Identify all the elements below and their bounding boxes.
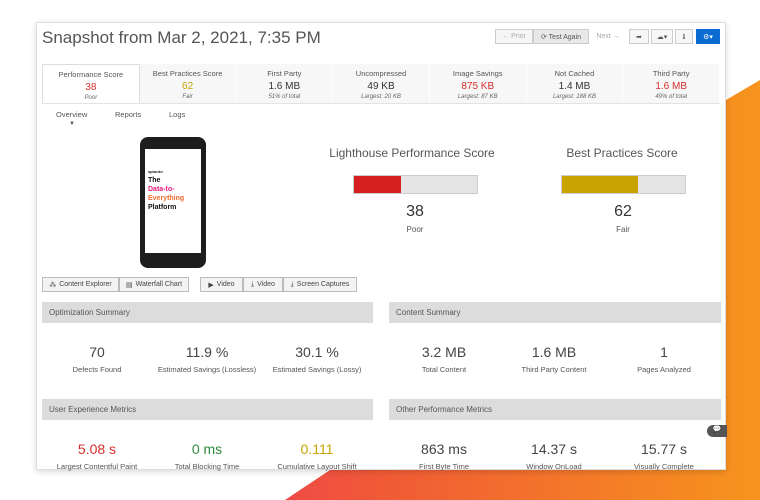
gear-icon: ⚙▾ <box>703 33 713 41</box>
snapshot-card: Snapshot from Mar 2, 2021, 7:35 PM ← Pri… <box>36 22 727 471</box>
subtab-reports[interactable]: Reports <box>115 110 142 119</box>
metric: 1.6 MB Third Party Content <box>521 344 587 374</box>
best-practices-value: 62 <box>614 203 632 220</box>
metric: 70 Defects Found <box>72 344 122 374</box>
share-button[interactable]: ➦ <box>629 29 649 44</box>
phone-screenshot: splunk> The Data-to- Everything Platform <box>140 137 206 268</box>
page-title: Snapshot from Mar 2, 2021, 7:35 PM <box>42 28 321 47</box>
metric: 1 Pages Analyzed <box>637 344 691 374</box>
other-header: Other Performance Metrics <box>389 399 721 420</box>
metric: 11.9 % Estimated Savings (Lossless) <box>157 344 257 374</box>
tab-item[interactable]: Image Savings 875 KB Largest: 87 KB <box>429 64 527 103</box>
metric: 30.1 % Estimated Savings (Lossy) <box>272 344 362 374</box>
best-practices-rating: Fair <box>616 225 630 234</box>
metric: 3.2 MB Total Content <box>421 344 467 374</box>
tab-item[interactable]: First Party 1.6 MB 51% of total <box>236 64 334 103</box>
caret-down-icon: ▼ <box>69 121 75 127</box>
settings-button[interactable]: ⚙▾ <box>696 29 720 44</box>
lighthouse-score-title: Lighthouse Performance Score <box>329 146 495 160</box>
info-icon: ℹ <box>682 33 686 41</box>
next-button[interactable]: Next → <box>596 33 620 40</box>
optimization-header: Optimization Summary <box>42 302 373 323</box>
subtab-logs[interactable]: Logs <box>169 110 186 119</box>
tab-item[interactable]: Performance Score 38 Poor <box>42 64 140 103</box>
cloud-button[interactable]: ☁▾ <box>651 29 673 44</box>
best-practices-bar <box>561 175 686 194</box>
download-video-button[interactable]: ⤓ Video <box>243 277 283 292</box>
metric: 0 ms Total Blocking Time <box>174 441 240 471</box>
test-again-button[interactable]: ⟳ Test Again <box>533 29 589 44</box>
share-icon: ➦ <box>636 33 642 41</box>
cloud-upload-icon: ☁▾ <box>656 33 668 41</box>
content-header: Content Summary <box>389 302 721 323</box>
metric: 863 ms First Byte Time <box>418 441 469 471</box>
best-practices-title: Best Practices Score <box>566 146 678 160</box>
subtab-overview[interactable]: Overview <box>56 110 88 119</box>
tab-item[interactable]: Third Party 1.6 MB 49% of total <box>623 64 721 103</box>
screen-captures-button[interactable]: ⤓ Screen Captures <box>283 277 357 292</box>
prior-button[interactable]: ← Prior <box>495 29 533 44</box>
info-button[interactable]: ℹ <box>675 29 693 44</box>
lighthouse-score-rating: Poor <box>406 225 424 234</box>
waterfall-chart-button[interactable]: ▤ Waterfall Chart <box>119 277 189 292</box>
metric: 5.08 s Largest Contentful Paint <box>56 441 138 471</box>
metric: 14.37 s Window OnLoad <box>526 441 582 471</box>
lighthouse-score-bar <box>353 175 478 194</box>
chat-icon[interactable]: 💬 <box>707 425 727 437</box>
metric: 15.77 s Visually Complete <box>634 441 694 471</box>
metric: 0.111 Cumulative Layout Shift <box>277 441 357 471</box>
ux-header: User Experience Metrics <box>42 399 373 420</box>
tab-item[interactable]: Not Cached 1.4 MB Largest: 188 KB <box>526 64 624 103</box>
score-tabs: document.write([0,1,2,3,4,5,6].map(i=>`<… <box>42 64 721 104</box>
tab-item[interactable]: Uncompressed 49 KB Largest: 20 KB <box>333 64 430 103</box>
play-video-button[interactable]: ▶ Video <box>200 277 243 292</box>
tab-item[interactable]: Best Practices Score 62 Fair <box>139 64 237 103</box>
lighthouse-score-value: 38 <box>406 203 424 220</box>
content-explorer-button[interactable]: ⁂ Content Explorer <box>42 277 119 292</box>
